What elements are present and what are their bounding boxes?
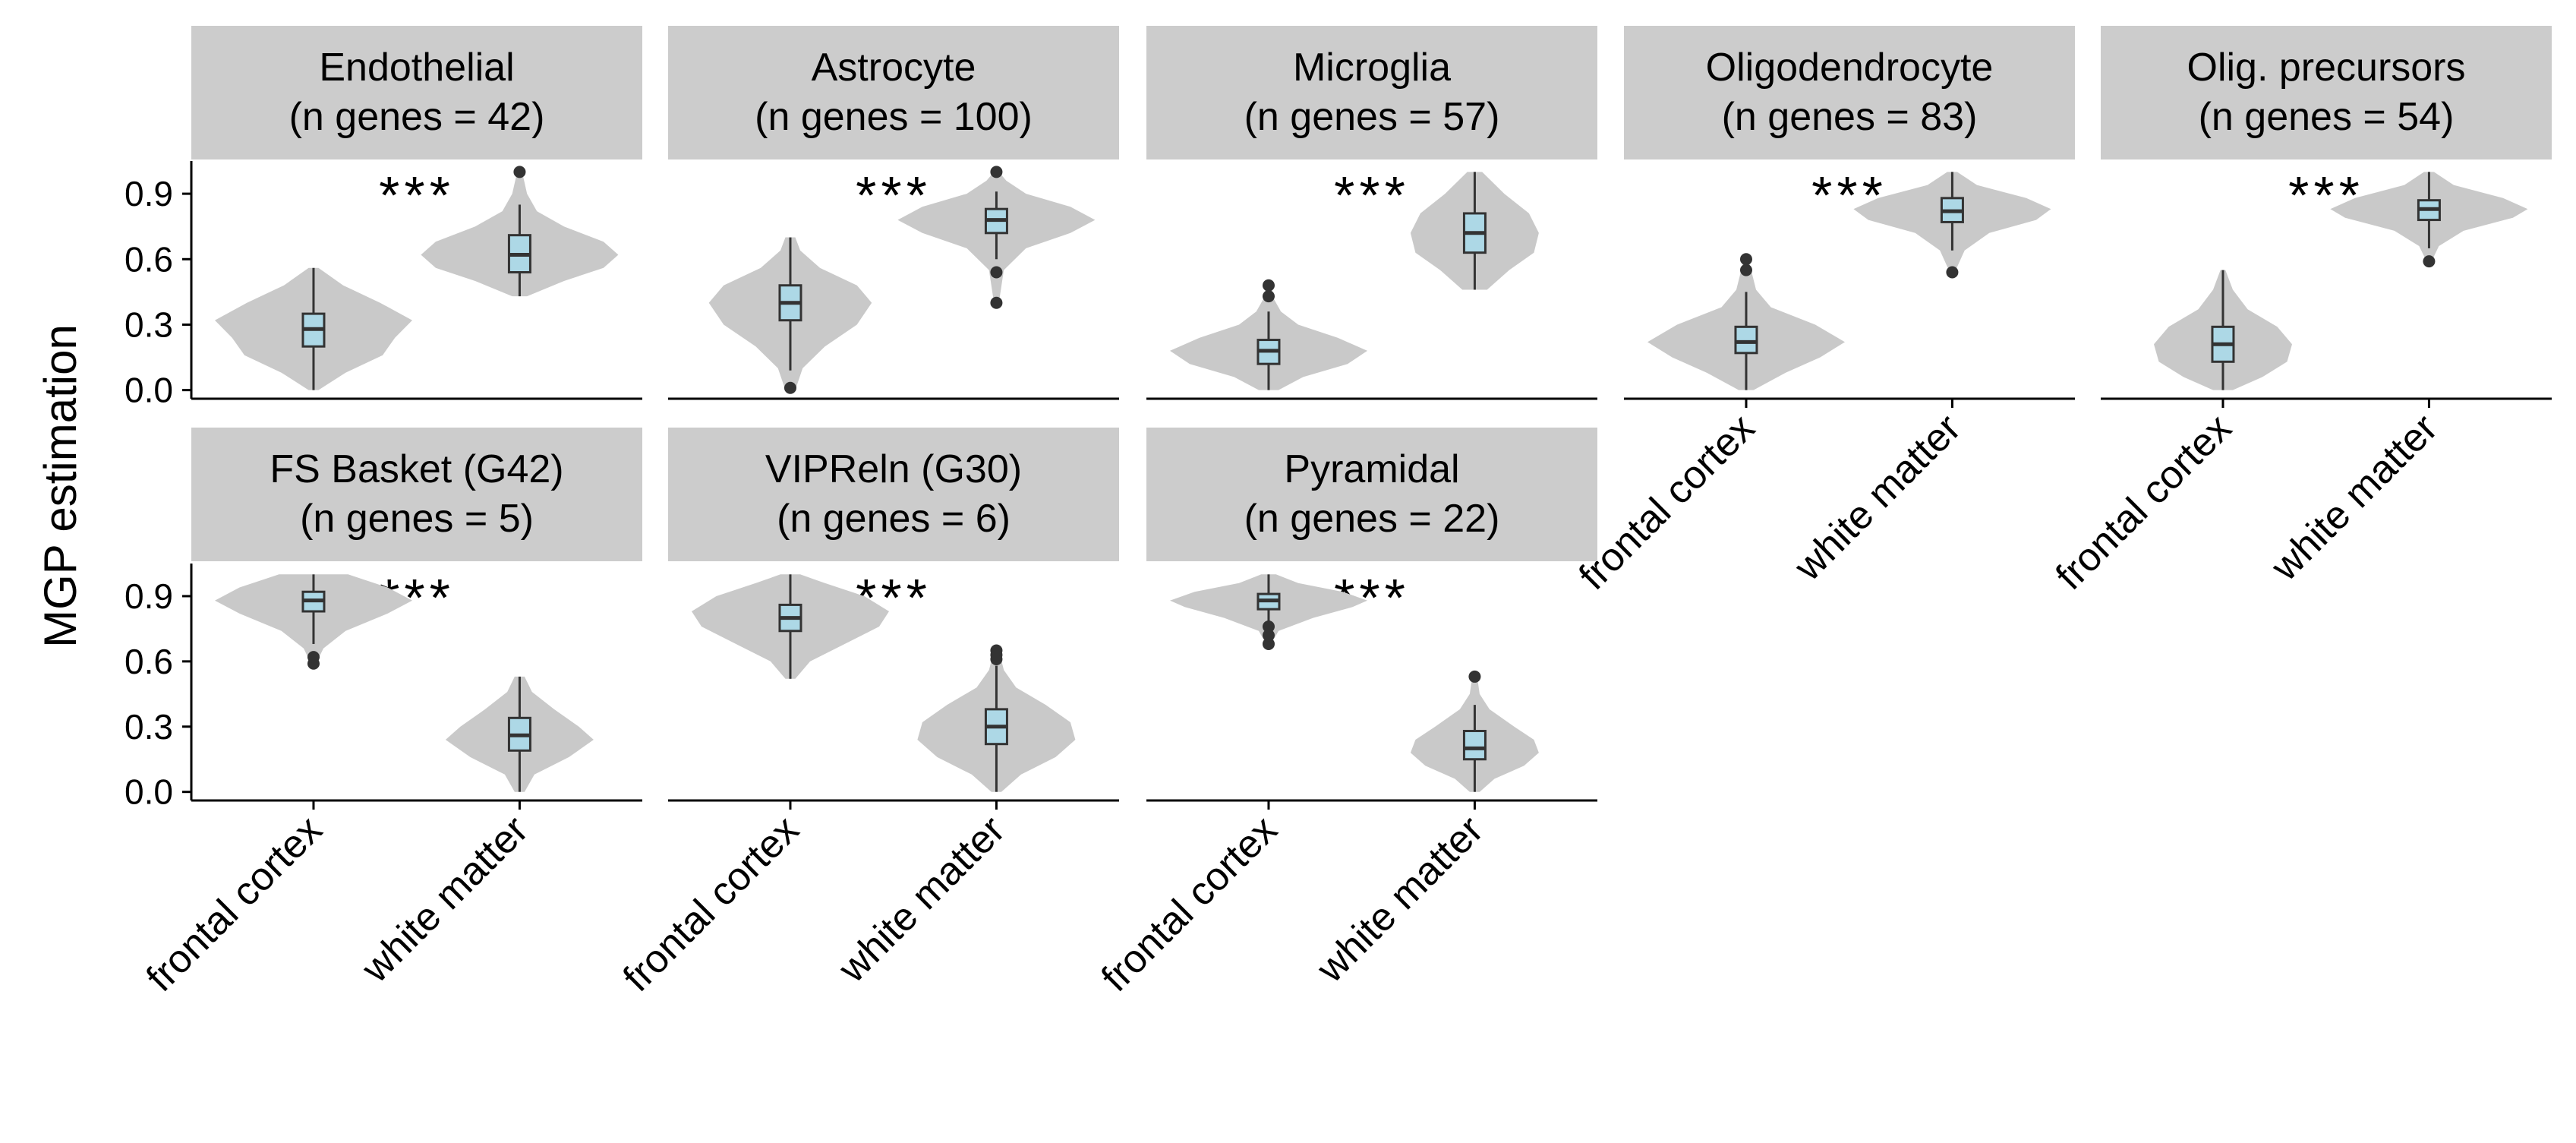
x-tick-label: white matter bbox=[2262, 406, 2446, 589]
significance-stars: *** bbox=[1334, 166, 1410, 225]
violin-group: frontal cortex bbox=[2048, 270, 2292, 598]
facet-strip bbox=[668, 26, 1119, 159]
x-tick-label: frontal cortex bbox=[1093, 807, 1286, 1000]
facet-strip bbox=[1146, 428, 1597, 561]
outlier-point bbox=[1262, 620, 1275, 633]
violin-group bbox=[897, 166, 1096, 309]
panel-pyramidal: Pyramidal(n genes = 22)***frontal cortex… bbox=[1093, 428, 1597, 1000]
x-tick-label: white matter bbox=[1308, 807, 1492, 991]
outlier-point bbox=[1262, 629, 1275, 642]
significance-stars: *** bbox=[379, 166, 455, 225]
facet-strip bbox=[668, 428, 1119, 561]
facet-n-genes: (n genes = 5) bbox=[300, 497, 534, 541]
y-tick-label: 0.6 bbox=[125, 642, 173, 681]
outlier-point bbox=[2423, 255, 2436, 268]
violin-group bbox=[708, 237, 872, 394]
violin-group: white matter bbox=[2262, 172, 2528, 589]
y-tick-label: 0.0 bbox=[125, 371, 173, 410]
facet-title: FS Basket (G42) bbox=[270, 447, 563, 491]
y-tick-label: 0.3 bbox=[125, 305, 173, 344]
x-tick-label: white matter bbox=[353, 807, 537, 991]
panel-endothelial: Endothelial (n genes = 42) 0.0 0.3 0.6 0.9 *** bbox=[125, 26, 642, 410]
facet-title: Pyramidal bbox=[1284, 447, 1459, 491]
violin-group: white matter bbox=[830, 644, 1076, 991]
facet-title: Olig. precursors bbox=[2187, 46, 2466, 90]
outlier-point bbox=[1739, 253, 1752, 266]
facet-title: Microglia bbox=[1293, 46, 1451, 90]
violin-group: white matter bbox=[1786, 172, 2051, 589]
outlier-point bbox=[990, 644, 1003, 657]
facet-strip bbox=[191, 26, 642, 159]
violin-group bbox=[421, 166, 619, 297]
panel-microglia: Microglia (n genes = 57) *** bbox=[1146, 26, 1597, 400]
panel-olig-precursors: Olig. precursors(n genes = 54)***frontal… bbox=[2048, 26, 2552, 598]
violin-group: white matter bbox=[353, 676, 594, 991]
y-tick-label: 0.6 bbox=[125, 239, 173, 279]
facet-n-genes: (n genes = 54) bbox=[2199, 95, 2455, 139]
panel-oligodendrocyte: Oligodendrocyte(n genes = 83)***frontal … bbox=[1571, 26, 2075, 598]
outlier-point bbox=[990, 266, 1003, 279]
facet-strip bbox=[191, 428, 642, 561]
box bbox=[1734, 325, 1758, 355]
facet-n-genes: (n genes = 22) bbox=[1244, 497, 1500, 541]
violin-group bbox=[1170, 279, 1367, 390]
panel-vipreln-g30: VIPReln (G30)(n genes = 6)***frontal cor… bbox=[615, 428, 1119, 1000]
x-tick-label: frontal cortex bbox=[1571, 406, 1764, 598]
outlier-point bbox=[990, 296, 1003, 309]
violin-group: frontal cortex bbox=[138, 574, 412, 1000]
x-tick-label: white matter bbox=[830, 807, 1014, 991]
x-tick-label: frontal cortex bbox=[615, 807, 808, 1000]
facet-n-genes: (n genes = 100) bbox=[755, 95, 1033, 139]
panel-astrocyte: Astrocyte(n genes = 100)*** bbox=[668, 26, 1119, 400]
facet-strip bbox=[1624, 26, 2075, 159]
outlier-point bbox=[1468, 670, 1481, 683]
facet-title: Astrocyte bbox=[812, 46, 976, 90]
violin-group: white matter bbox=[1308, 670, 1539, 991]
x-tick-label: white matter bbox=[1786, 406, 1969, 589]
x-tick-label: frontal cortex bbox=[2048, 406, 2240, 598]
outlier-point bbox=[1262, 290, 1275, 303]
violin-group bbox=[1410, 172, 1539, 290]
y-tick-label: 0.0 bbox=[125, 772, 173, 812]
outlier-point bbox=[990, 166, 1003, 178]
outlier-point bbox=[784, 381, 796, 394]
facet-title: VIPReln (G30) bbox=[765, 447, 1022, 491]
y-tick-label: 0.3 bbox=[125, 707, 173, 747]
violin-group: frontal cortex bbox=[615, 574, 889, 1000]
facet-strip bbox=[2101, 26, 2552, 159]
y-axis-title: MGP estimation bbox=[35, 324, 86, 648]
facet-n-genes: (n genes = 83) bbox=[1722, 95, 1978, 139]
facet-title: Oligodendrocyte bbox=[1706, 46, 1994, 90]
facet-title: Endothelial bbox=[319, 46, 514, 90]
outlier-point bbox=[307, 651, 320, 664]
y-tick-label: 0.9 bbox=[125, 576, 173, 616]
outlier-point bbox=[1262, 637, 1275, 650]
y-tick-label: 0.9 bbox=[125, 174, 173, 213]
panel-fs-basket-g42: FS Basket (G42) (n genes = 5) 0.0 0.3 0.6 0.9… bbox=[125, 428, 642, 1000]
outlier-point bbox=[1739, 264, 1752, 276]
x-tick-label: frontal cortex bbox=[138, 807, 331, 1000]
facet-n-genes: (n genes = 6) bbox=[777, 497, 1011, 541]
outlier-point bbox=[513, 166, 526, 178]
facet-strip bbox=[1146, 26, 1597, 159]
facet-n-genes: (n genes = 57) bbox=[1244, 95, 1500, 139]
outlier-point bbox=[1946, 266, 1959, 279]
outlier-point bbox=[1262, 279, 1275, 292]
box bbox=[1462, 730, 1487, 761]
violin-group: frontal cortex bbox=[1093, 574, 1367, 1000]
violin-group bbox=[215, 267, 412, 390]
facet-n-genes: (n genes = 42) bbox=[289, 95, 545, 139]
